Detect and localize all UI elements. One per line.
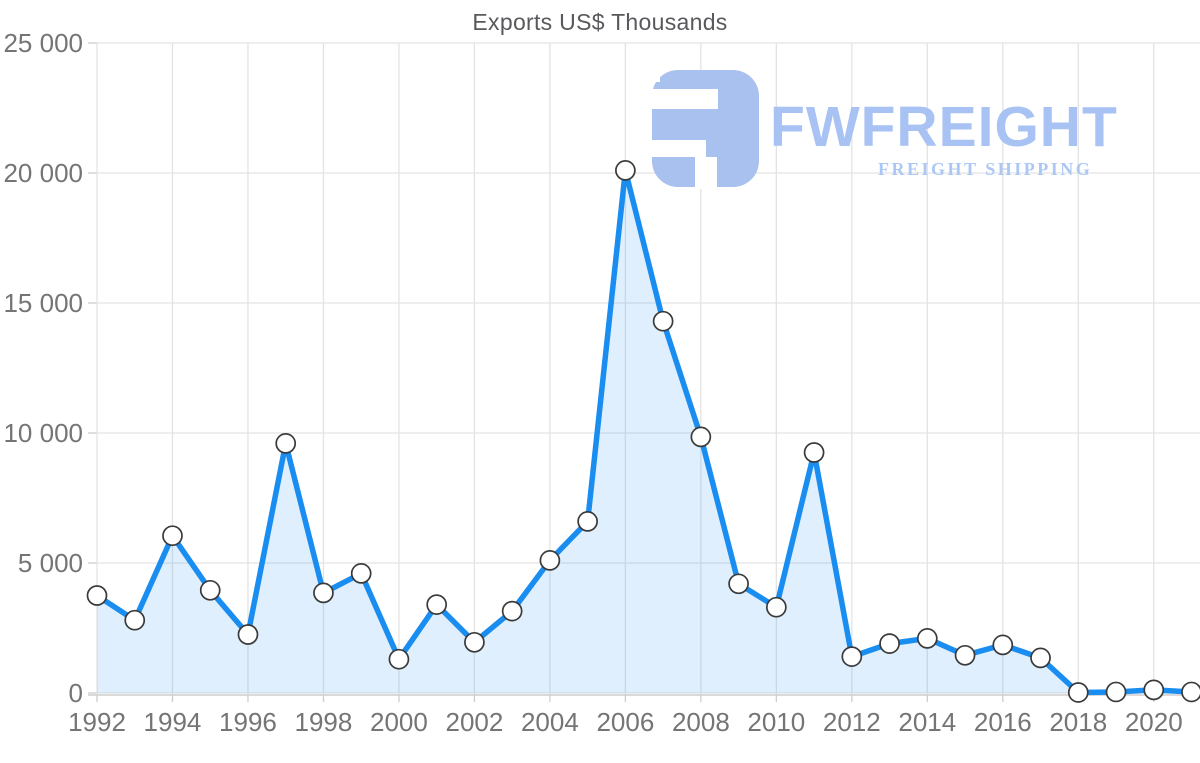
data-point-marker	[615, 160, 636, 181]
x-axis-label: 2002	[445, 707, 503, 737]
data-point-marker	[350, 563, 372, 584]
x-axis-label: 2012	[823, 707, 881, 737]
data-point-marker	[1105, 681, 1127, 703]
data-point-marker	[1067, 682, 1089, 703]
data-point-marker	[124, 609, 146, 631]
x-axis-label: 2020	[1125, 707, 1183, 737]
data-point-marker	[765, 596, 787, 618]
x-axis-label: 2000	[370, 707, 428, 737]
data-point-marker	[313, 582, 334, 604]
data-point-marker	[275, 433, 297, 454]
x-axis-label: 1994	[144, 707, 202, 737]
data-point-marker	[86, 585, 108, 606]
data-point-marker	[162, 525, 183, 547]
data-point-marker	[803, 442, 825, 463]
x-axis-label: 1996	[219, 707, 277, 737]
data-point-marker	[237, 624, 259, 645]
area-fill	[97, 170, 1192, 693]
y-axis-label: 0	[69, 678, 83, 708]
x-axis-label: 2010	[747, 707, 805, 737]
chart-title: Exports US$ Thousands	[472, 9, 728, 35]
data-point-marker	[199, 579, 221, 601]
data-point-marker	[426, 594, 448, 615]
data-point-marker	[539, 550, 561, 571]
data-point-marker	[1030, 647, 1051, 669]
data-point-marker	[728, 573, 749, 595]
x-axis-label: 2014	[898, 707, 956, 737]
x-axis-label: 2016	[974, 707, 1032, 737]
x-axis-label: 1992	[68, 707, 126, 737]
x-axis-label: 2018	[1049, 707, 1107, 737]
data-point-marker	[841, 646, 863, 667]
y-axis-label: 5 000	[18, 548, 83, 578]
data-point-marker	[1181, 681, 1200, 703]
data-point-marker	[652, 310, 674, 332]
y-axis-label: 15 000	[3, 288, 83, 318]
data-point-marker	[1143, 679, 1165, 701]
x-axis-label: 2004	[521, 707, 579, 737]
data-point-marker	[954, 644, 976, 666]
x-axis-label: 1998	[295, 707, 353, 737]
x-axis-label: 2006	[596, 707, 654, 737]
data-point-marker	[916, 628, 938, 649]
data-point-marker	[577, 511, 598, 532]
data-point-marker	[501, 600, 523, 622]
data-point-marker	[464, 631, 485, 653]
data-point-marker	[879, 633, 900, 654]
y-axis-label: 20 000	[3, 158, 83, 188]
data-point-marker	[690, 426, 712, 448]
data-point-marker	[388, 648, 410, 670]
data-point-marker	[992, 634, 1014, 656]
y-axis-label: 10 000	[3, 418, 83, 448]
y-axis-label: 25 000	[3, 28, 83, 58]
x-axis-label: 2008	[672, 707, 730, 737]
